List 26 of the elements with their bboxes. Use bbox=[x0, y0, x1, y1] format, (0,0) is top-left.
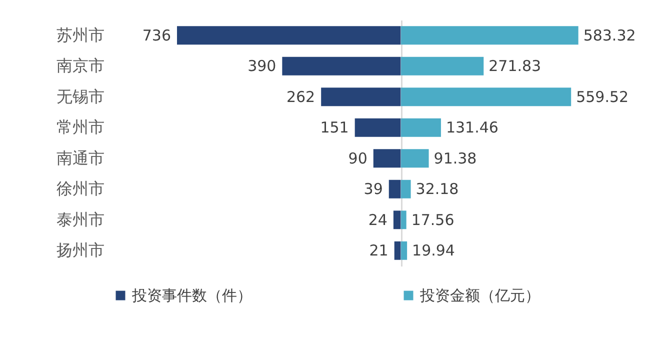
data-label: 262 bbox=[286, 88, 316, 106]
data-label: 271.83 bbox=[488, 57, 541, 76]
data-label: 32.18 bbox=[416, 180, 458, 198]
y-tick-label: 泰州市 bbox=[56, 210, 104, 229]
data-label: 583.32 bbox=[583, 26, 636, 44]
data-label: 19.94 bbox=[412, 242, 455, 260]
data-label: 151 bbox=[320, 118, 349, 137]
data-label: 736 bbox=[142, 26, 171, 44]
data-label: 24 bbox=[368, 210, 388, 229]
data-label: 90 bbox=[348, 149, 368, 168]
y-tick-label: 无锡市 bbox=[56, 86, 104, 106]
data-label: 559.52 bbox=[576, 88, 628, 106]
y-tick-label: 徐州市 bbox=[56, 179, 104, 198]
data-label: 131.46 bbox=[446, 118, 498, 137]
data-label: 91.38 bbox=[434, 149, 476, 168]
legend-label: 投资事件数（件） bbox=[130, 286, 252, 304]
data-label: 39 bbox=[364, 180, 383, 198]
data-label: 390 bbox=[248, 57, 276, 76]
y-tick-label: 苏州市 bbox=[56, 25, 104, 44]
y-tick-label: 南通市 bbox=[56, 148, 104, 168]
legend-label: 投资金额（亿元） bbox=[418, 286, 540, 304]
data-label: 21 bbox=[369, 242, 388, 260]
y-tick-label: 常州市 bbox=[56, 118, 104, 137]
y-tick-label: 南京市 bbox=[56, 56, 104, 76]
data-label: 17.56 bbox=[411, 210, 454, 229]
y-tick-label: 扬州市 bbox=[56, 240, 104, 260]
